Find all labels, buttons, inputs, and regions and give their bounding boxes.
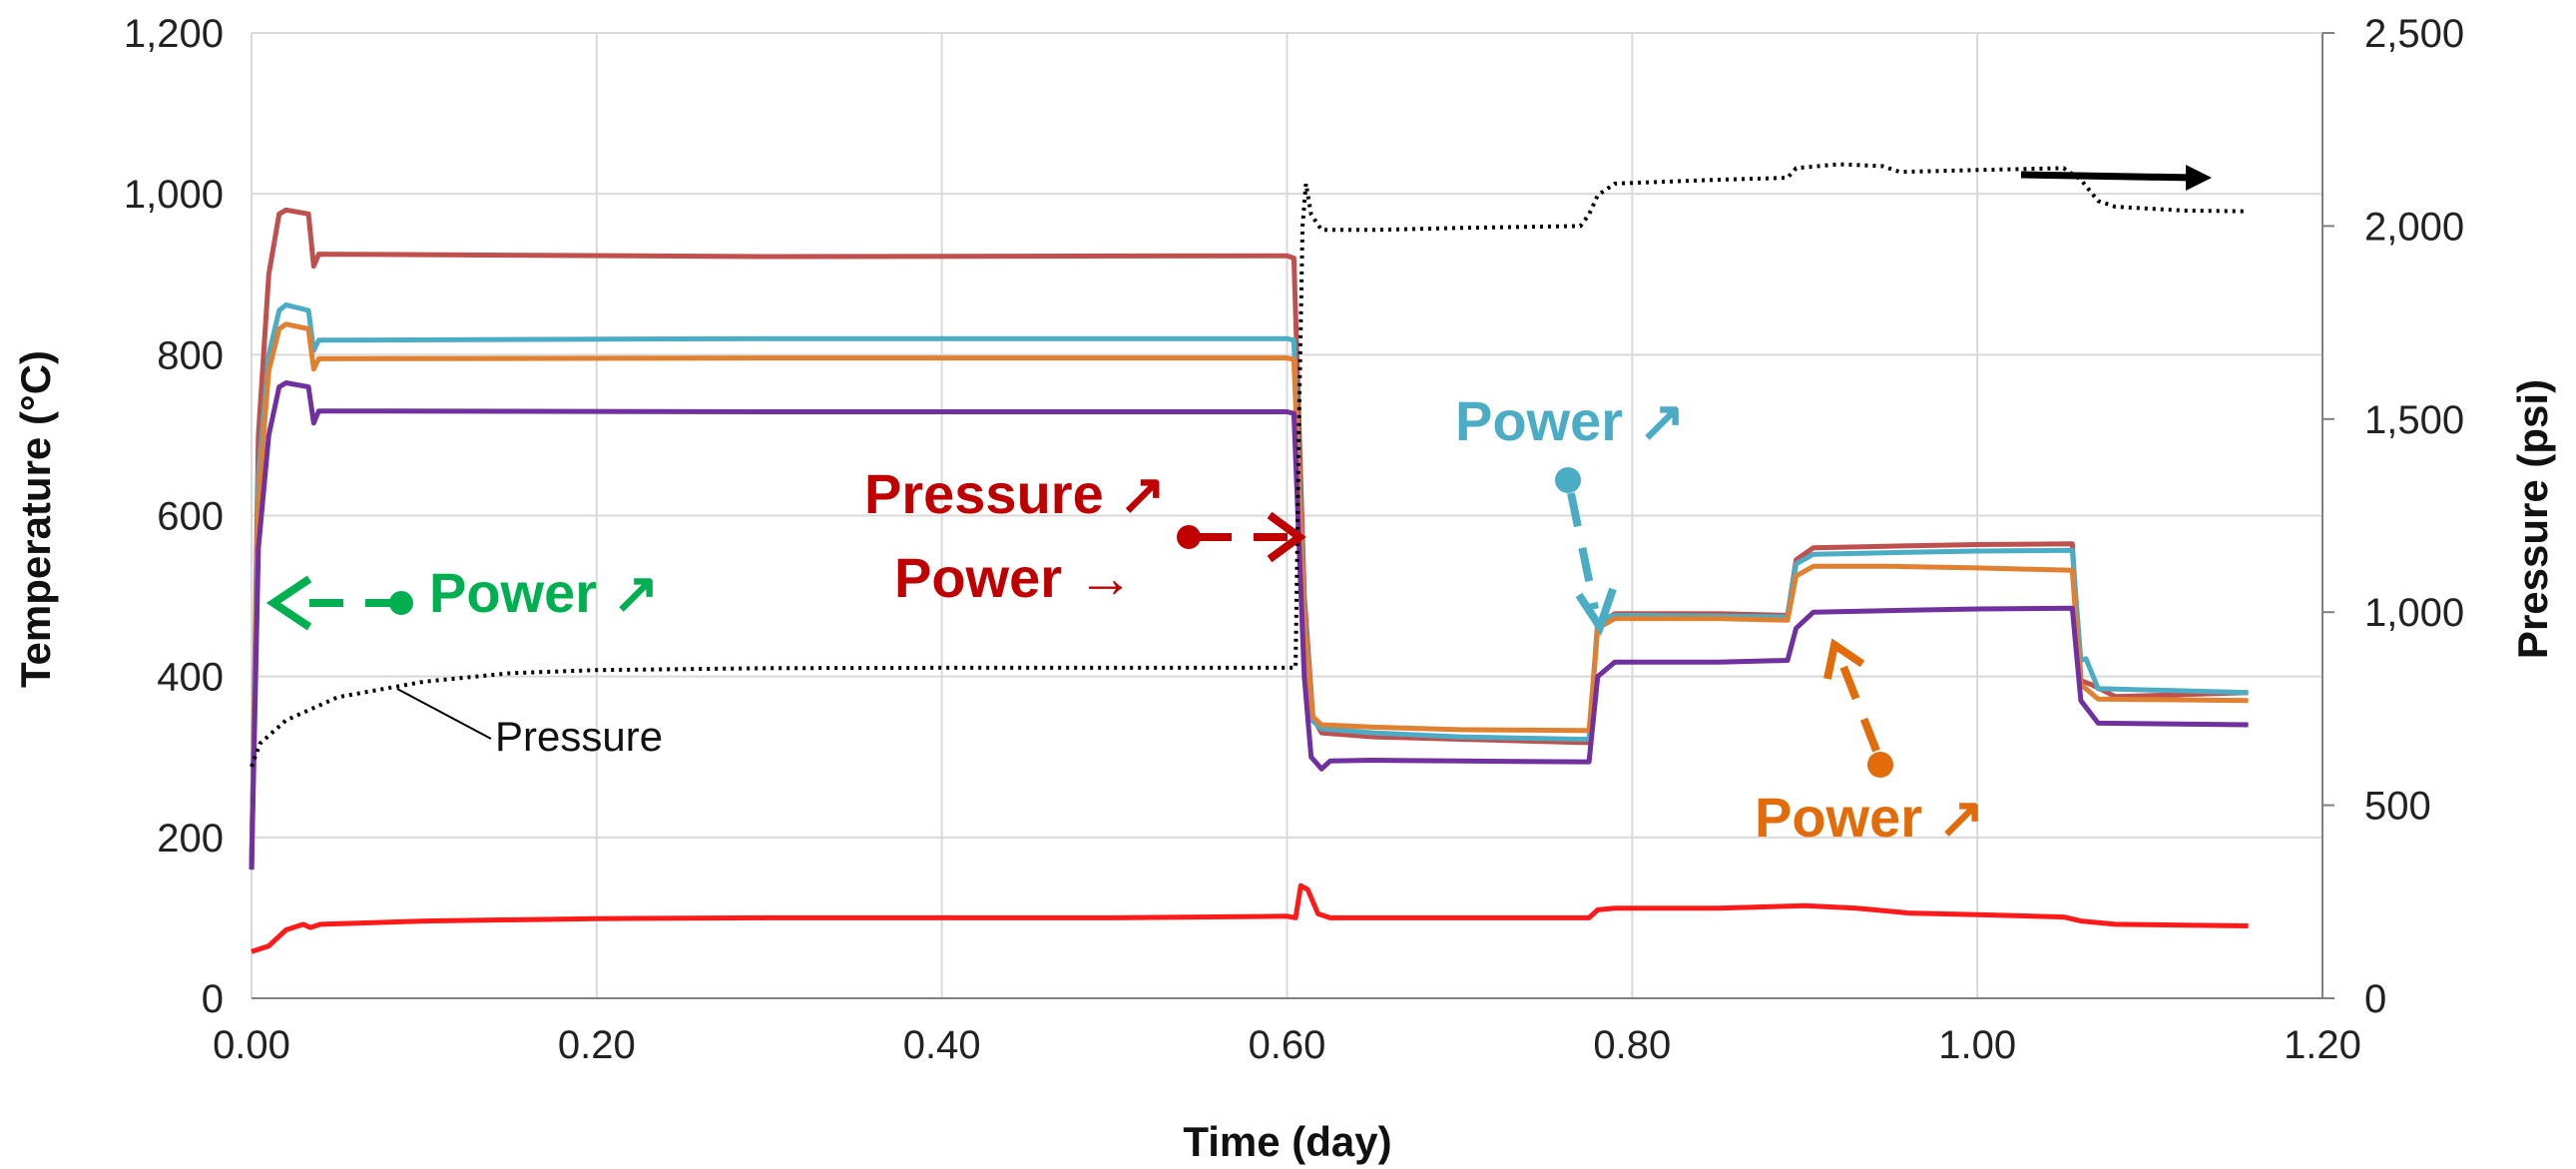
red-arrow-head: [1267, 511, 1306, 563]
teal-arrow-line: [1567, 492, 1599, 610]
teal-annotation: Power ↗: [1455, 389, 1686, 637]
teal-power-label: Power ↗: [1455, 389, 1686, 452]
red-annotation: Pressure ↗ Power →: [864, 462, 1306, 609]
y-tick-label: 1,200: [124, 12, 224, 56]
series-line-1: [249, 207, 2249, 871]
x-axis-title: Time (day): [1183, 1118, 1391, 1165]
orange-power-label: Power ↗: [1755, 786, 1985, 849]
teal-arrow-head: [1575, 587, 1617, 637]
x-tick-label: 0.40: [903, 1023, 981, 1067]
y2-tick-label: 2,500: [2364, 12, 2464, 56]
y-tick-label: 400: [157, 656, 224, 700]
red-pressure-label: Pressure ↗: [864, 462, 1166, 525]
x-tick-label: 0.80: [1593, 1023, 1671, 1067]
orange-arrow-head: [1823, 638, 1865, 680]
x-tick-label: 0.60: [1249, 1023, 1326, 1067]
pressure-axis-arrow: [2020, 165, 2212, 191]
red-power-label: Power →: [894, 546, 1134, 609]
pressure-callout: Pressure: [396, 688, 663, 760]
pressure-leader-line: [396, 688, 492, 740]
x-tick-label: 1.20: [2284, 1023, 2361, 1067]
y-axis-title: Temperature (°C): [12, 350, 59, 688]
green-annotation: Power ↗: [265, 561, 660, 631]
x-tick-label: 0.00: [213, 1023, 290, 1067]
grid: [251, 32, 2323, 999]
pressure-label: Pressure: [495, 713, 663, 760]
pressure-axis-arrow-line: [2020, 171, 2197, 182]
y-tick-label: 600: [157, 495, 224, 539]
y2-tick-label: 0: [2364, 977, 2386, 1021]
orange-annotation: Power ↗: [1755, 638, 1985, 849]
pressure-axis-arrow-head: [2186, 165, 2212, 191]
y2-tick-label: 2,000: [2364, 205, 2464, 249]
y-tick-label: 1,000: [124, 173, 224, 217]
tick-labels: 0 200 400 600 800 1,000 1,200 0.00 0.20 0.40 0.60 0…: [124, 12, 2464, 1067]
y-tick-label: 0: [202, 977, 224, 1021]
series-line-3: [249, 321, 2249, 871]
series-line-5: [251, 882, 2249, 954]
y2-tick-label: 1,500: [2364, 398, 2464, 442]
y2-tick-label: 500: [2364, 785, 2431, 829]
green-arrow-head: [265, 575, 312, 631]
x-tick-label: 1.00: [1938, 1023, 2016, 1067]
y2-axis-title: Pressure (psi): [2509, 379, 2556, 659]
series-line-4: [249, 380, 2249, 871]
y-tick-label: 200: [157, 817, 224, 861]
teal-arrow-dot: [1555, 467, 1581, 493]
green-arrow-dot: [389, 591, 413, 615]
series-line-2: [249, 301, 2249, 871]
y-tick-label: 800: [157, 333, 224, 377]
axes: [252, 32, 2334, 999]
orange-arrow-dot: [1867, 752, 1893, 778]
series-lines: [249, 162, 2249, 954]
red-arrow-dot: [1177, 525, 1201, 549]
x-tick-label: 0.20: [558, 1023, 636, 1067]
y2-tick-label: 1,000: [2364, 591, 2464, 635]
green-power-label: Power ↗: [429, 561, 660, 624]
orange-arrow-line: [1838, 662, 1880, 753]
